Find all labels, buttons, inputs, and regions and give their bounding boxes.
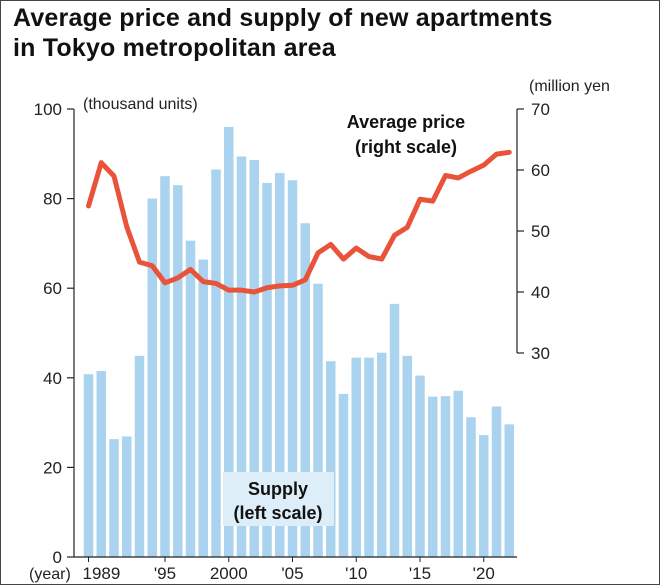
supply-bar-1999 <box>211 169 221 558</box>
chart-title-line1: Average price and supply of new apartmen… <box>13 4 553 32</box>
right-axis-unit: (million yen <box>529 78 610 95</box>
supply-bar-2016 <box>428 396 438 557</box>
x-tick-label-2020: '20 <box>473 564 495 583</box>
x-axis-ticks: 1989 '95 2000 '05 '10 '15 '20 <box>83 557 495 583</box>
supply-bar-2012 <box>377 352 387 557</box>
supply-bar-2018 <box>453 390 463 557</box>
left-tick-label-60: 60 <box>43 279 62 298</box>
supply-bar-1995 <box>160 176 170 557</box>
supply-bar-1993 <box>134 355 145 557</box>
supply-bar-2009 <box>338 393 349 557</box>
left-tick-label-40: 40 <box>43 369 62 388</box>
right-tick-label-30: 30 <box>531 344 550 363</box>
right-tick-label-70: 70 <box>531 100 550 119</box>
supply-bar-2014 <box>402 355 412 557</box>
supply-bar-2005 <box>287 180 298 558</box>
supply-bar-2011 <box>364 357 374 557</box>
supply-bars <box>83 126 514 558</box>
left-tick-label-20: 20 <box>43 458 62 477</box>
supply-bar-2013 <box>389 303 400 557</box>
supply-bar-1994 <box>147 198 157 557</box>
supply-bar-2008 <box>326 361 336 557</box>
supply-bar-2003 <box>262 182 272 558</box>
right-axis-ticks: 30 40 50 60 70 <box>517 100 550 363</box>
chart-title-line2: in Tokyo metropolitan area <box>13 34 336 62</box>
supply-bar-1997 <box>185 240 196 557</box>
supply-bar-2004 <box>275 173 285 557</box>
left-tick-label-100: 100 <box>34 100 62 119</box>
supply-bar-2010 <box>351 357 361 557</box>
supply-bar-2000 <box>224 126 234 558</box>
x-axis-prefix: (year) <box>29 566 71 583</box>
supply-bar-2019 <box>466 417 476 557</box>
price-scale-label: (right scale) <box>355 137 457 157</box>
supply-bar-1992 <box>122 436 132 557</box>
left-tick-label-80: 80 <box>43 190 62 209</box>
supply-label-background <box>223 472 334 526</box>
supply-bar-1998 <box>198 259 208 557</box>
right-tick-label-40: 40 <box>531 283 550 302</box>
right-tick-label-60: 60 <box>531 161 550 180</box>
x-tick-label-1989: 1989 <box>83 564 121 583</box>
supply-bar-2020 <box>479 435 489 557</box>
supply-scale-label: (left scale) <box>233 503 322 523</box>
price-line <box>86 149 512 295</box>
supply-bar-2017 <box>440 396 451 557</box>
x-tick-label-2005: '05 <box>281 564 303 583</box>
left-tick-label-0: 0 <box>53 548 62 567</box>
price-label: Average price <box>347 112 465 132</box>
x-tick-label-2010: '10 <box>345 564 367 583</box>
left-axis-ticks: 0 20 40 60 80 100 <box>34 100 74 567</box>
supply-bar-1996 <box>173 185 183 557</box>
supply-bar-1990 <box>96 371 106 557</box>
supply-bar-2002 <box>249 160 259 557</box>
x-tick-label-1995: '95 <box>154 564 176 583</box>
supply-bar-2007 <box>313 283 323 557</box>
supply-bar-2006 <box>300 223 310 558</box>
supply-bar-1989 <box>83 374 94 557</box>
x-tick-label-2000: 2000 <box>210 564 248 583</box>
supply-bar-2015 <box>415 375 425 557</box>
x-tick-label-2015: '15 <box>409 564 431 583</box>
supply-bar-2021 <box>491 406 502 557</box>
supply-bar-2022 <box>504 424 514 557</box>
left-axis-unit: (thousand units) <box>83 96 198 113</box>
supply-label: Supply <box>248 479 308 499</box>
supply-bar-1991 <box>109 439 119 557</box>
right-tick-label-50: 50 <box>531 222 550 241</box>
supply-bar-2001 <box>236 156 247 558</box>
